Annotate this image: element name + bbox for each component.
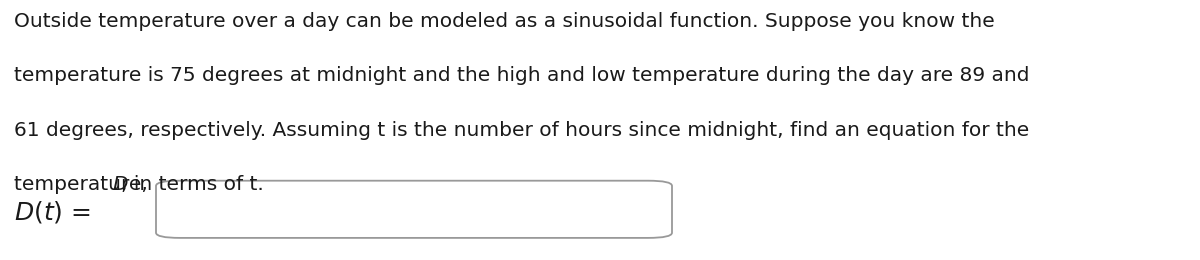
- Text: temperature is 75 degrees at midnight and the high and low temperature during th: temperature is 75 degrees at midnight an…: [14, 66, 1030, 85]
- Text: temperature,: temperature,: [14, 176, 155, 194]
- Text: Outside temperature over a day can be modeled as a sinusoidal function. Suppose : Outside temperature over a day can be mo…: [14, 12, 995, 31]
- Text: $D$: $D$: [112, 176, 128, 194]
- Text: $D(t)$ =: $D(t)$ =: [14, 199, 91, 225]
- Text: , in terms of t.: , in terms of t.: [121, 176, 264, 194]
- Text: 61 degrees, respectively. Assuming t is the number of hours since midnight, find: 61 degrees, respectively. Assuming t is …: [14, 121, 1030, 140]
